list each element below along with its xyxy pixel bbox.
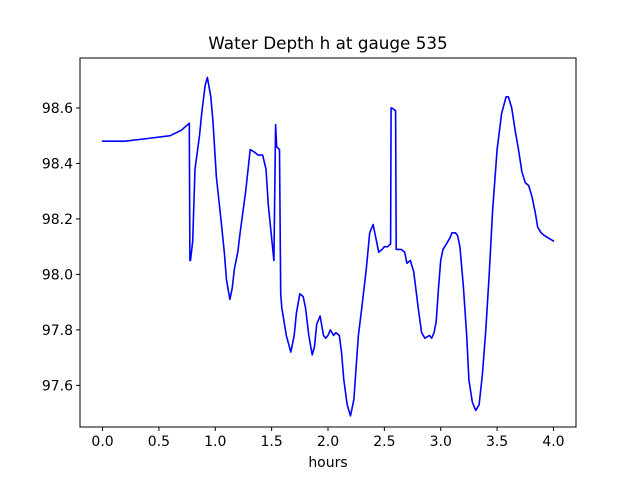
x-axis-label: hours — [308, 455, 347, 471]
x-tick-label: 2.5 — [373, 434, 395, 450]
y-tick-label: 98.4 — [42, 156, 73, 172]
y-tick-label: 98.6 — [42, 101, 73, 117]
plot-area — [101, 76, 555, 417]
x-tick-label: 3.0 — [430, 434, 452, 450]
x-tick-label: 3.5 — [486, 434, 508, 450]
x-tick-label: 0.5 — [148, 434, 170, 450]
y-tick-label: 97.8 — [42, 323, 73, 339]
series-line — [101, 76, 555, 417]
y-tick-label: 97.6 — [42, 378, 73, 394]
x-tick-label: 4.0 — [542, 434, 564, 450]
y-tick-label: 98.0 — [42, 267, 73, 283]
y-axis: 97.6 97.8 98.0 98.2 98.4 98.6 — [42, 101, 80, 394]
x-axis: 0.0 0.5 1.0 1.5 2.0 2.5 3.0 3.5 4.0 — [91, 427, 565, 450]
chart-title: Water Depth h at gauge 535 — [208, 33, 447, 53]
y-tick-label: 98.2 — [42, 212, 73, 228]
x-tick-label: 0.0 — [91, 434, 113, 450]
x-tick-label: 1.5 — [261, 434, 283, 450]
x-tick-label: 1.0 — [204, 434, 226, 450]
x-tick-label: 2.0 — [317, 434, 339, 450]
